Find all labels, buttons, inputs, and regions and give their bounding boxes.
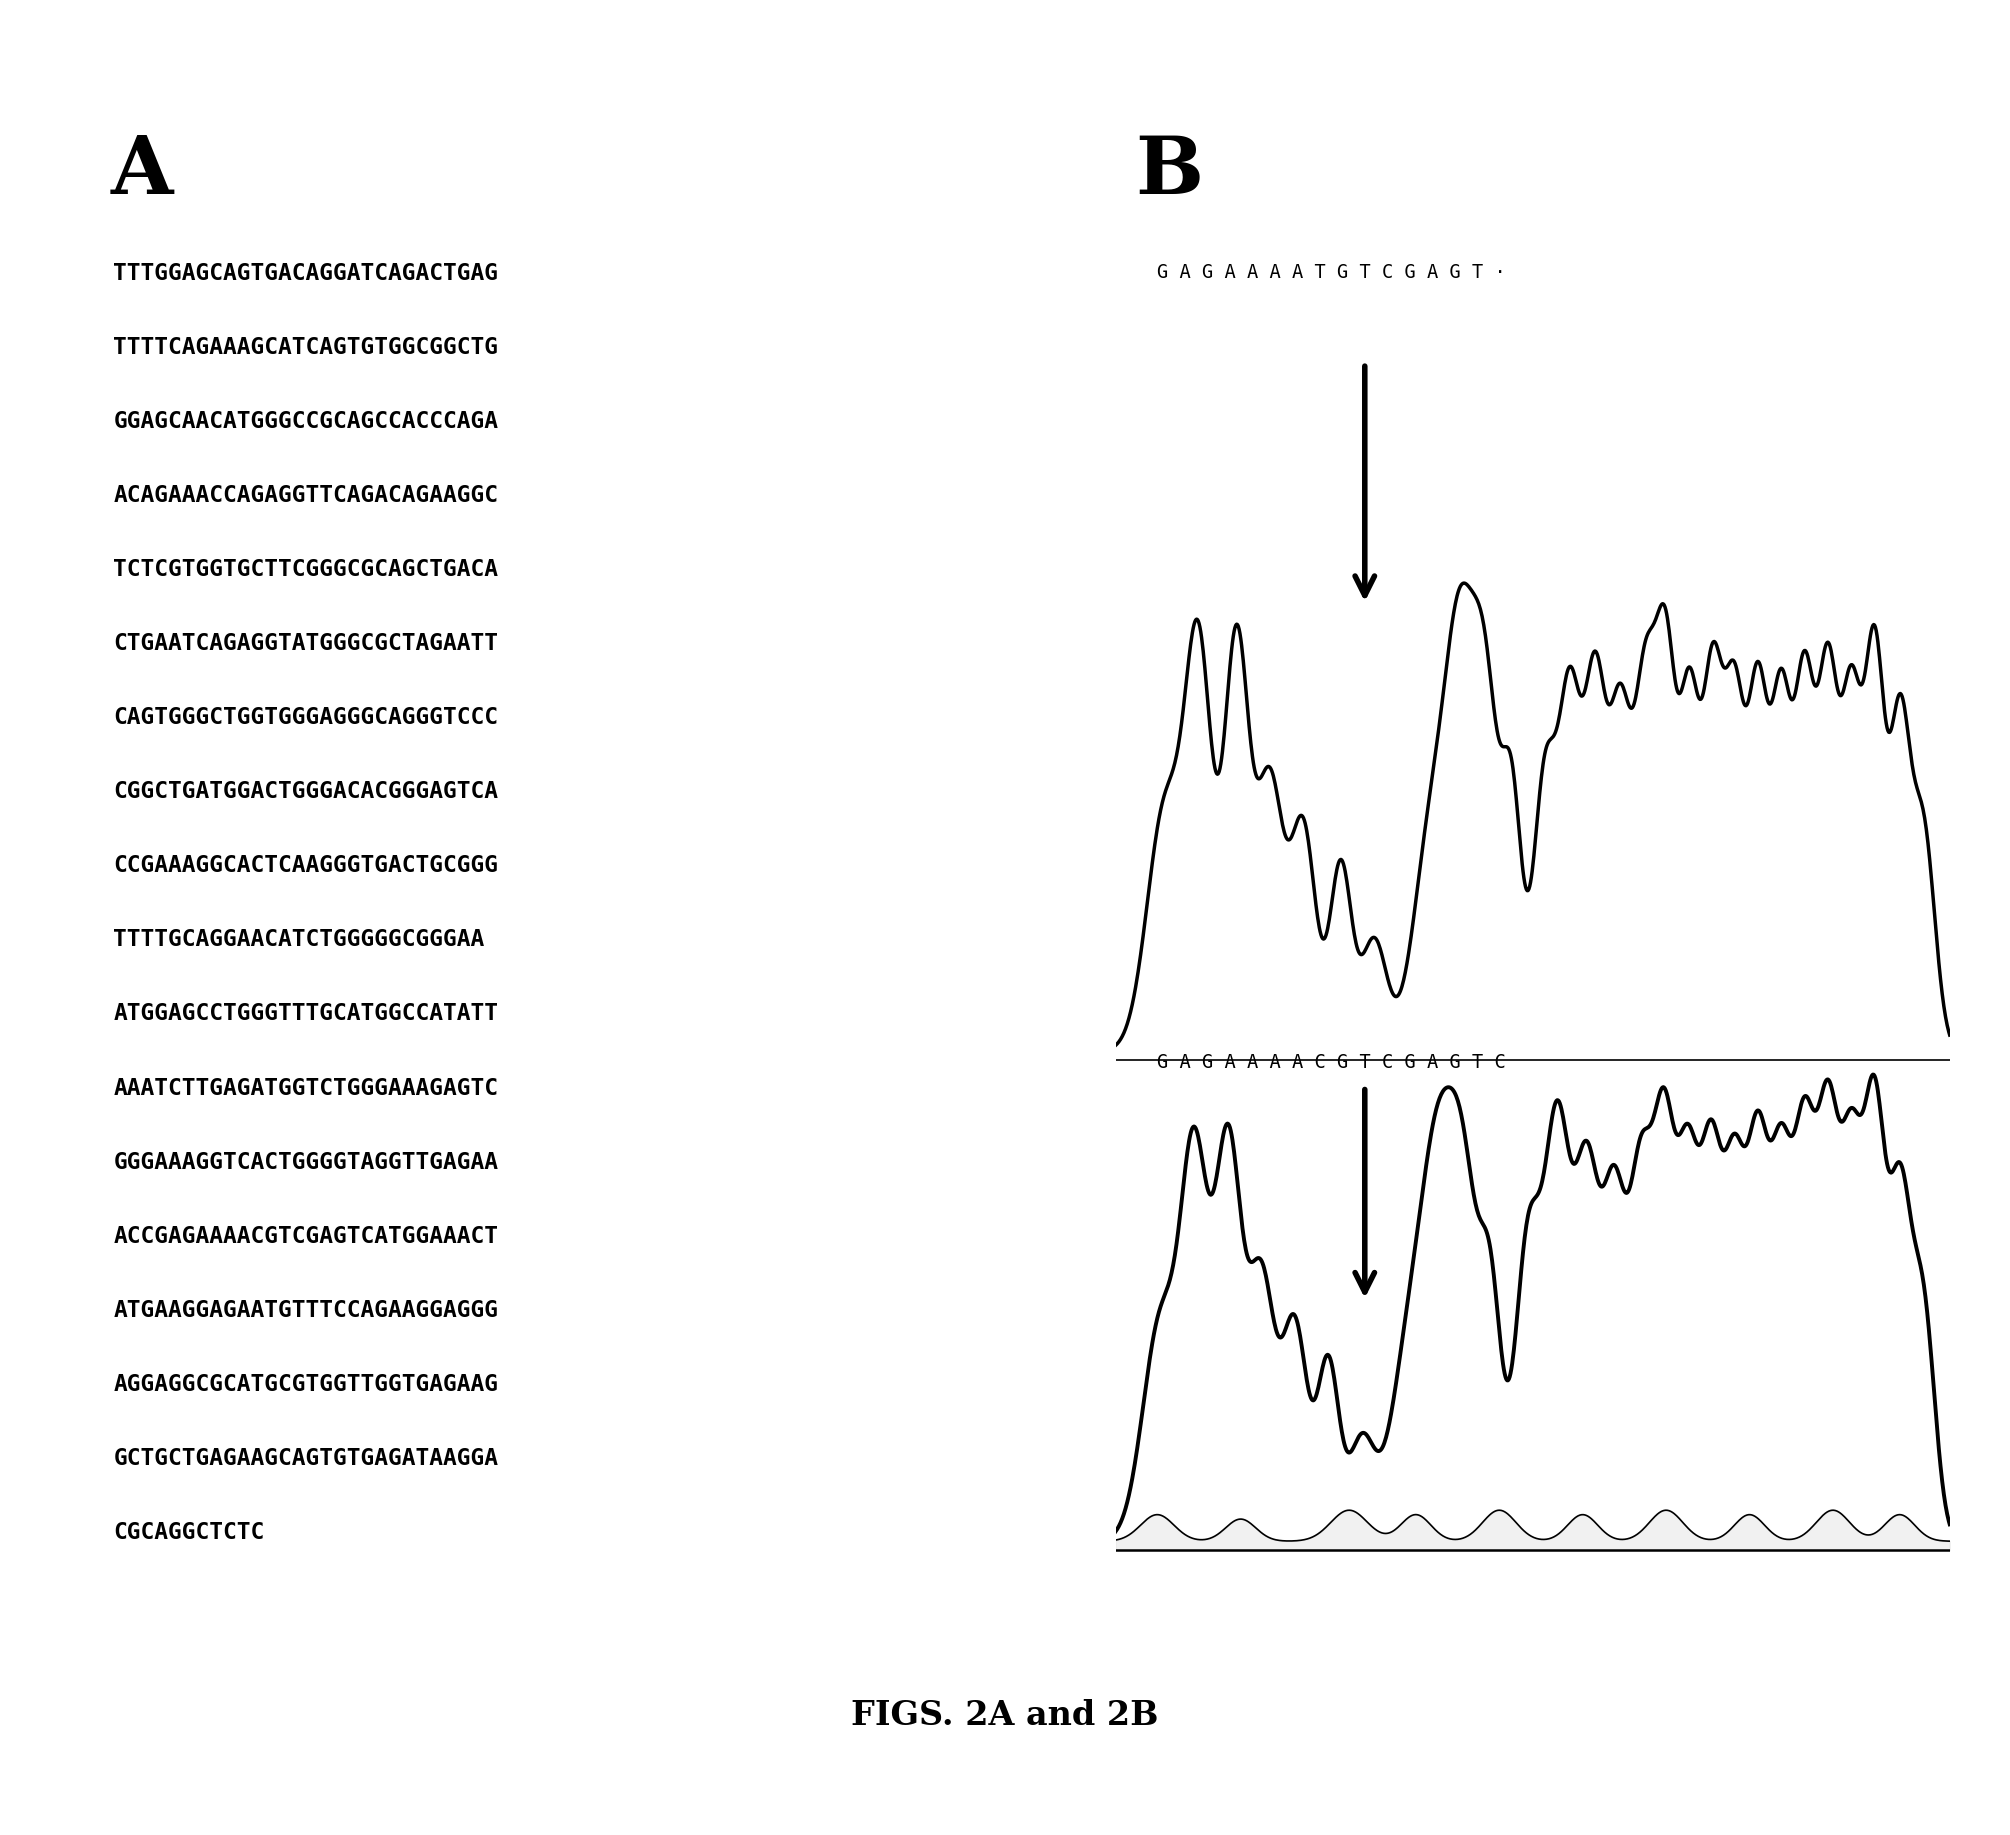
Text: ACAGAAACCAGAGGTTCAGACAGAAGGC: ACAGAAACCAGAGGTTCAGACAGAAGGC	[113, 484, 498, 506]
Text: CGCAGGCTCTC: CGCAGGCTCTC	[113, 1521, 265, 1545]
Text: AGGAGGCGCATGCGTGGTTGGTGAGAAG: AGGAGGCGCATGCGTGGTTGGTGAGAAG	[113, 1373, 498, 1396]
Text: GGAGCAACATGGGCCGCAGCCACCCAGA: GGAGCAACATGGGCCGCAGCCACCCAGA	[113, 409, 498, 433]
Text: CTGAATCAGAGGTATGGGCGCTAGAATT: CTGAATCAGAGGTATGGGCGCTAGAATT	[113, 631, 498, 655]
Text: CGGCTGATGGACTGGGACACGGGAGTCA: CGGCTGATGGACTGGGACACGGGAGTCA	[113, 780, 498, 804]
Text: CCGAAAGGCACTCAAGGGTGACTGCGGG: CCGAAAGGCACTCAAGGGTGACTGCGGG	[113, 855, 498, 877]
Text: CAGTGGGCTGGTGGGAGGGCAGGGTCCC: CAGTGGGCTGGTGGGAGGGCAGGGTCCC	[113, 706, 498, 728]
Text: TCTCGTGGTGCTTCGGGCGCAGCTGACA: TCTCGTGGTGCTTCGGGCGCAGCTGACA	[113, 558, 498, 582]
Text: A: A	[111, 132, 173, 211]
Text: FIGS. 2A and 2B: FIGS. 2A and 2B	[852, 1699, 1158, 1732]
Text: B: B	[1136, 132, 1204, 211]
Text: AAATCTTGAGATGGTCTGGGAAAGAGTC: AAATCTTGAGATGGTCTGGGAAAGAGTC	[113, 1077, 498, 1099]
Text: G A G A A A A T G T C G A G T ·: G A G A A A A T G T C G A G T ·	[1158, 262, 1505, 283]
Text: G A G A A A A C G T C G A G T C: G A G A A A A C G T C G A G T C	[1158, 1053, 1505, 1072]
Text: ATGAAGGAGAATGTTTCCAGAAGGAGGG: ATGAAGGAGAATGTTTCCAGAAGGAGGG	[113, 1299, 498, 1321]
Text: TTTTGCAGGAACATCTGGGGGCGGGAA: TTTTGCAGGAACATCTGGGGGCGGGAA	[113, 929, 484, 951]
Text: ATGGAGCCTGGGTTTGCATGGCCATATT: ATGGAGCCTGGGTTTGCATGGCCATATT	[113, 1002, 498, 1026]
Text: TTTGGAGCAGTGACAGGATCAGACTGAG: TTTGGAGCAGTGACAGGATCAGACTGAG	[113, 262, 498, 284]
Text: TTTTCAGAAAGCATCAGTGTGGCGGCTG: TTTTCAGAAAGCATCAGTGTGGCGGCTG	[113, 336, 498, 358]
Text: ACCGAGAAAACGTCGAGTCATGGAAACT: ACCGAGAAAACGTCGAGTCATGGAAACT	[113, 1224, 498, 1248]
Text: GCTGCTGAGAAGCAGTGTGAGATAAGGA: GCTGCTGAGAAGCAGTGTGAGATAAGGA	[113, 1448, 498, 1470]
Text: GGGAAAGGTCACTGGGGTAGGTTGAGAA: GGGAAAGGTCACTGGGGTAGGTTGAGAA	[113, 1151, 498, 1174]
